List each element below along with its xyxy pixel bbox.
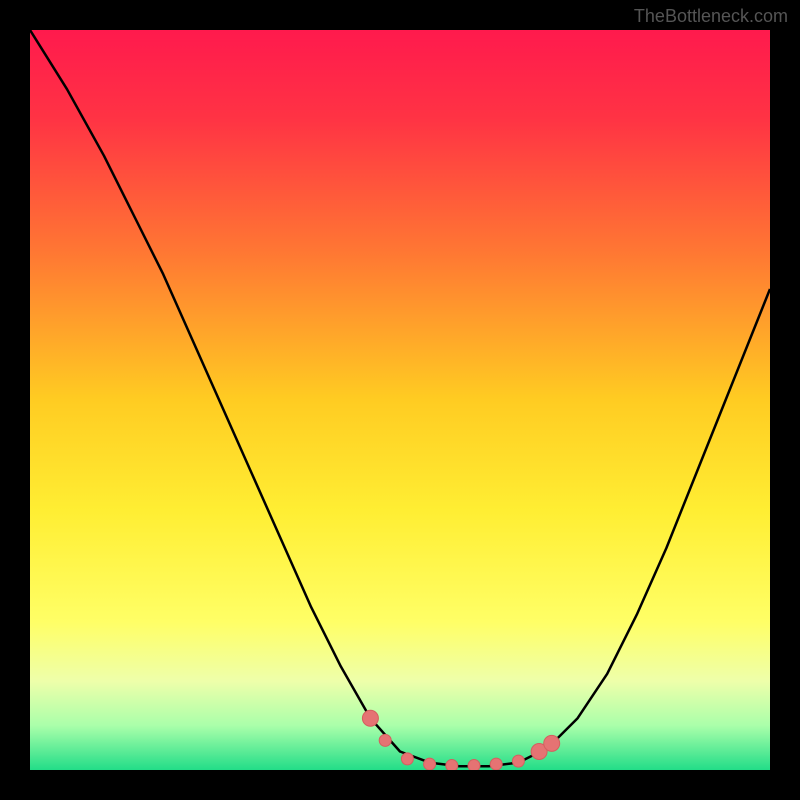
- marker-point: [401, 753, 413, 765]
- marker-point: [362, 710, 378, 726]
- marker-point: [446, 760, 458, 770]
- marker-point: [379, 734, 391, 746]
- marker-point: [544, 735, 560, 751]
- watermark-text: TheBottleneck.com: [634, 6, 788, 27]
- marker-point: [424, 758, 436, 770]
- marker-point: [512, 755, 524, 767]
- highlight-markers: [30, 30, 770, 770]
- marker-point: [490, 758, 502, 770]
- bottleneck-chart: [30, 30, 770, 770]
- marker-point: [468, 760, 480, 770]
